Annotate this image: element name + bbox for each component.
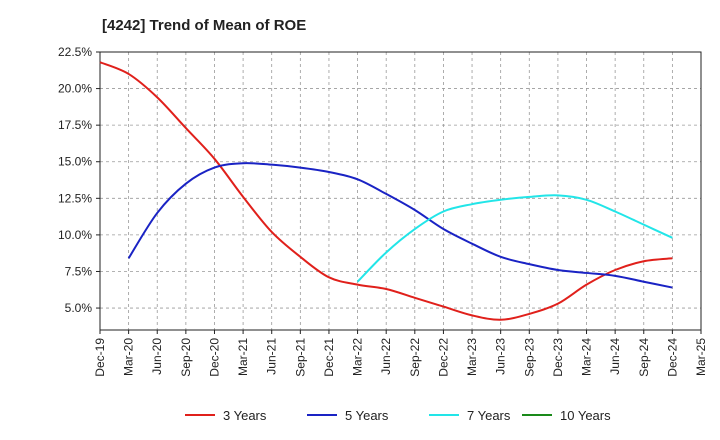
legend-label-7-years: 7 Years — [467, 408, 511, 423]
x-tick-label: Dec-19 — [93, 338, 107, 377]
legend: 3 Years 5 Years 7 Years 10 Years — [185, 408, 611, 423]
x-tick-label: Jun-22 — [379, 338, 393, 375]
plot-frame — [99, 51, 702, 331]
x-tick-label: Jun-20 — [150, 338, 164, 375]
y-tick-label: 22.5% — [58, 45, 92, 59]
y-tick-label: 15.0% — [58, 155, 92, 169]
series-line-3-years — [99, 61, 673, 321]
legend-label-3-years: 3 Years — [223, 408, 267, 423]
x-tick-label: Mar-22 — [351, 338, 365, 376]
x-tick-label: Dec-24 — [665, 338, 679, 377]
series-lines — [99, 61, 673, 321]
x-tick-label: Sep-21 — [293, 338, 307, 377]
x-tick-label: Dec-22 — [436, 338, 450, 377]
legend-label-5-years: 5 Years — [345, 408, 389, 423]
x-tick-label: Jun-24 — [608, 338, 622, 375]
x-tick-label: Jun-23 — [494, 338, 508, 375]
y-tick-label: 12.5% — [58, 191, 92, 205]
y-tick-label: 17.5% — [58, 118, 92, 132]
x-tick-label: Sep-20 — [179, 338, 193, 377]
grid-lines — [99, 51, 702, 330]
x-tick-label: Mar-23 — [465, 338, 479, 376]
legend-label-10-years: 10 Years — [560, 408, 611, 423]
x-tick-label: Dec-20 — [207, 338, 221, 377]
x-tick-label: Sep-24 — [637, 338, 651, 377]
y-axis: 5.0% 7.5% 10.0% 12.5% 15.0% 17.5% 20.0% 22.5% — [58, 45, 100, 315]
x-tick-label: Mar-24 — [580, 338, 594, 376]
x-tick-label: Mar-20 — [122, 338, 136, 376]
x-tick-label: Sep-22 — [408, 338, 422, 377]
x-tick-label: Jun-21 — [265, 338, 279, 375]
x-tick-label: Dec-21 — [322, 338, 336, 377]
x-tick-label: Dec-23 — [551, 338, 565, 377]
series-line-5-years — [127, 162, 673, 289]
x-tick-label: Mar-21 — [236, 338, 250, 376]
x-tick-label: Sep-23 — [522, 338, 536, 377]
x-axis: Dec-19 Mar-20 Jun-20 Sep-20 Dec-20 Mar-21 Jun-… — [93, 330, 708, 377]
y-tick-label: 10.0% — [58, 228, 92, 242]
y-tick-label: 7.5% — [65, 264, 93, 278]
series-line-7-years — [356, 194, 673, 283]
chart-title: [4242] Trend of Mean of ROE — [102, 17, 306, 34]
y-tick-label: 5.0% — [65, 301, 93, 315]
y-tick-label: 20.0% — [58, 82, 92, 96]
x-tick-label: Mar-25 — [694, 338, 708, 376]
